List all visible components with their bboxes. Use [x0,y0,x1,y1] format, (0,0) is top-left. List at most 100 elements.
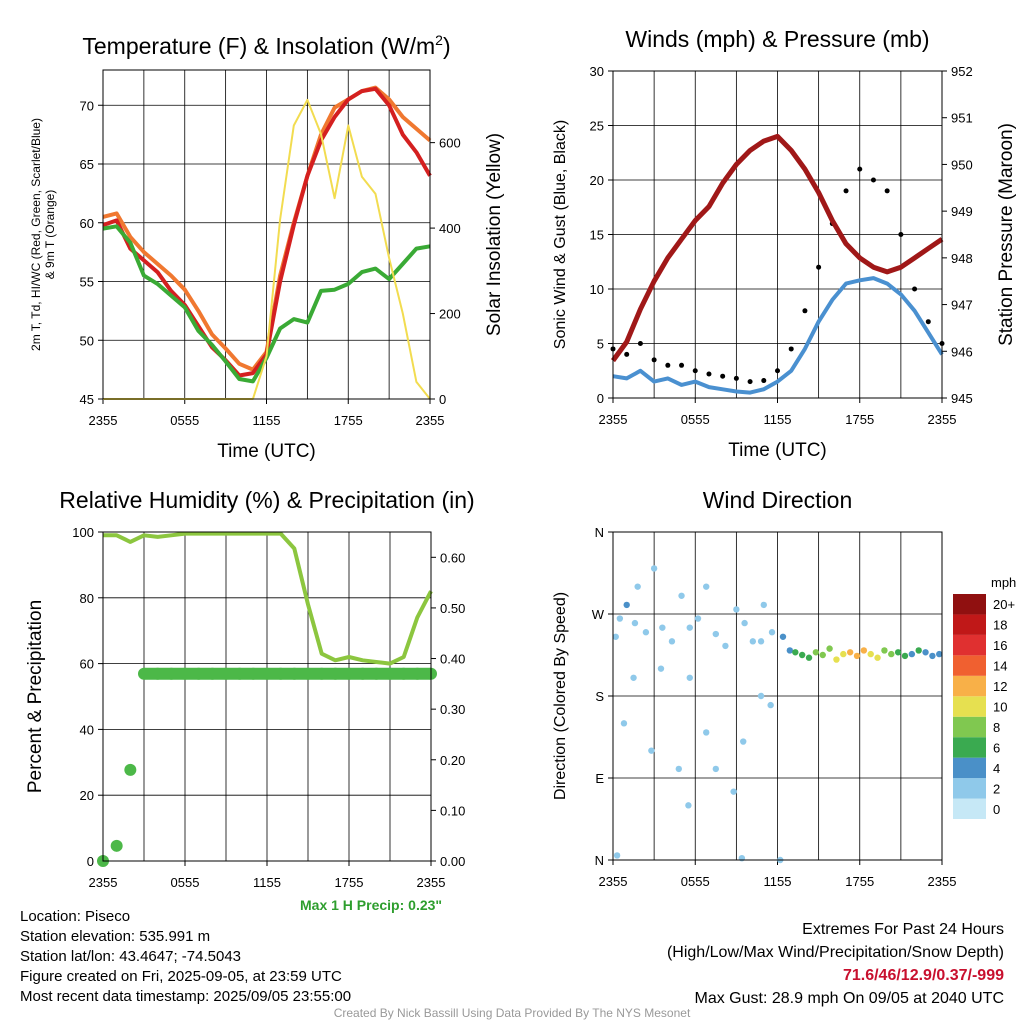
y-tick-label-right: 945 [951,391,973,406]
direction-point [685,802,692,809]
colorbar-label: 16 [993,638,1007,653]
direction-point [779,633,787,640]
y-axis-label-left: Sonic Wind & Gust (Blue, Black) [552,120,569,349]
y-axis-label-left: Direction (Colored By Speed) [552,592,569,800]
gust-point [692,368,698,374]
gust-point [870,177,876,183]
colorbar-label: 18 [993,618,1007,633]
direction-point [686,674,693,681]
title-superscript: 2 [435,32,443,48]
direction-point [642,629,650,636]
y-axis-label-right: Station Pressure (Maroon) [996,123,1017,346]
plot-frame [612,70,943,399]
max-precip-annotation: Max 1 H Precip: 0.23" [300,897,443,913]
gust-point [816,264,822,270]
direction-point [833,656,840,663]
series-line [103,531,433,666]
direction-point [757,692,765,700]
y-tick-label-right: 200 [439,307,461,322]
chart-title: Relative Humidity (%) & Precipitation (i… [59,487,474,513]
direction-point [657,665,665,672]
direction-point [630,674,637,681]
precip-point [110,839,123,852]
y-tick-label-left: 15 [590,228,604,243]
colorbar-cell [953,614,986,635]
direction-point [922,649,929,656]
gust-point [802,308,808,314]
y-tick-label-left: W [592,607,605,622]
colorbar-cell [953,798,986,819]
colorbar-label: 12 [993,679,1007,694]
direction-point [678,592,685,599]
gust-point [665,362,671,368]
y-tick-label-left: 20 [80,788,94,803]
x-tick-label: 0555 [170,413,199,428]
y-axis-label-left: Percent & Precipitation [25,600,46,793]
y-tick-label-right: 950 [951,157,973,172]
station-info: Location: Piseco Station elevation: 535.… [20,907,351,1007]
direction-point [686,624,693,631]
y-tick-label-left: 80 [80,591,94,606]
colorbar-cell [953,655,986,676]
y-tick-label-left: 45 [80,392,94,407]
elevation-text: Station elevation: 535.991 m [20,928,211,945]
y-tick-label-left: 50 [80,333,94,348]
direction-point [757,638,765,645]
direction-point [712,765,720,773]
winds-panel: Winds (mph) & Pressure (mb) 0 5 10 15 20 25 30 9… [552,26,1017,461]
gust-point [637,341,643,346]
colorbar-cell [953,778,986,799]
x-tick-label: 1155 [253,875,281,890]
y-tick-label-left: 10 [590,282,604,297]
direction-point [733,606,740,613]
direction-point [741,619,748,627]
direction-point [812,649,820,656]
x-tick-label: 1755 [845,874,874,889]
y-tick-label-left: N [595,853,604,868]
extremes-values: 71.6/46/12.9/0.37/-999 [842,967,1004,984]
plot-frame [612,531,943,861]
x-tick-label: 2355 [928,874,957,889]
colorbar-label: 20+ [993,597,1015,612]
chart-title: Temperature (F) & Insolation (W/m2) [82,32,450,59]
y-tick-label-left: E [595,771,604,786]
direction-point [929,652,936,660]
latlon-text: Station lat/lon: 43.4647; -74.5043 [20,948,242,965]
y-tick-label-right: 951 [951,111,973,126]
colorbar-cell [953,634,986,656]
y-tick-label-left: S [595,689,604,704]
gust-point [651,357,657,363]
direction-point [936,650,943,658]
x-tick-label: 0555 [681,412,710,427]
recent-data-text: Most recent data timestamp: 2025/09/05 2… [20,988,352,1005]
y-tick-label-left: 60 [80,216,94,231]
title-text: Temperature (F) & Insolation (W/m [82,33,435,59]
direction-point [730,788,737,795]
x-tick-label: 1155 [253,413,281,428]
direction-point [805,654,813,661]
y-axis-label-right: Solar Insolation (Yellow) [484,133,505,336]
y-tick-label-left: 25 [590,119,604,134]
direction-point [694,615,702,622]
gust-point [761,378,767,384]
y-tick-label-left: 0 [597,391,604,406]
y-tick-label-right: 0.50 [440,601,465,616]
title-end: ) [443,33,451,59]
x-tick-label: 1755 [335,875,364,890]
y-tick-label-right: 0.40 [440,652,465,667]
y-tick-label-right: 0.10 [440,803,465,818]
y-tick-label-left: 30 [590,64,604,79]
y-tick-label-right: 0.30 [440,702,465,717]
colorbar-cell [953,696,986,717]
x-tick-label: 2355 [89,875,118,890]
direction-point [901,652,909,660]
y-tick-label-right: 0.60 [440,550,465,565]
location-text: Location: Piseco [20,908,131,925]
direction-point [623,601,630,609]
x-tick-label: 0555 [171,875,200,890]
chart-title: Winds (mph) & Pressure (mb) [625,26,929,52]
direction-point [703,729,710,736]
direction-point [675,765,682,773]
x-tick-label: 2355 [599,874,628,889]
max-gust-text: Max Gust: 28.9 mph On 09/05 at 2040 UTC [694,990,1005,1007]
